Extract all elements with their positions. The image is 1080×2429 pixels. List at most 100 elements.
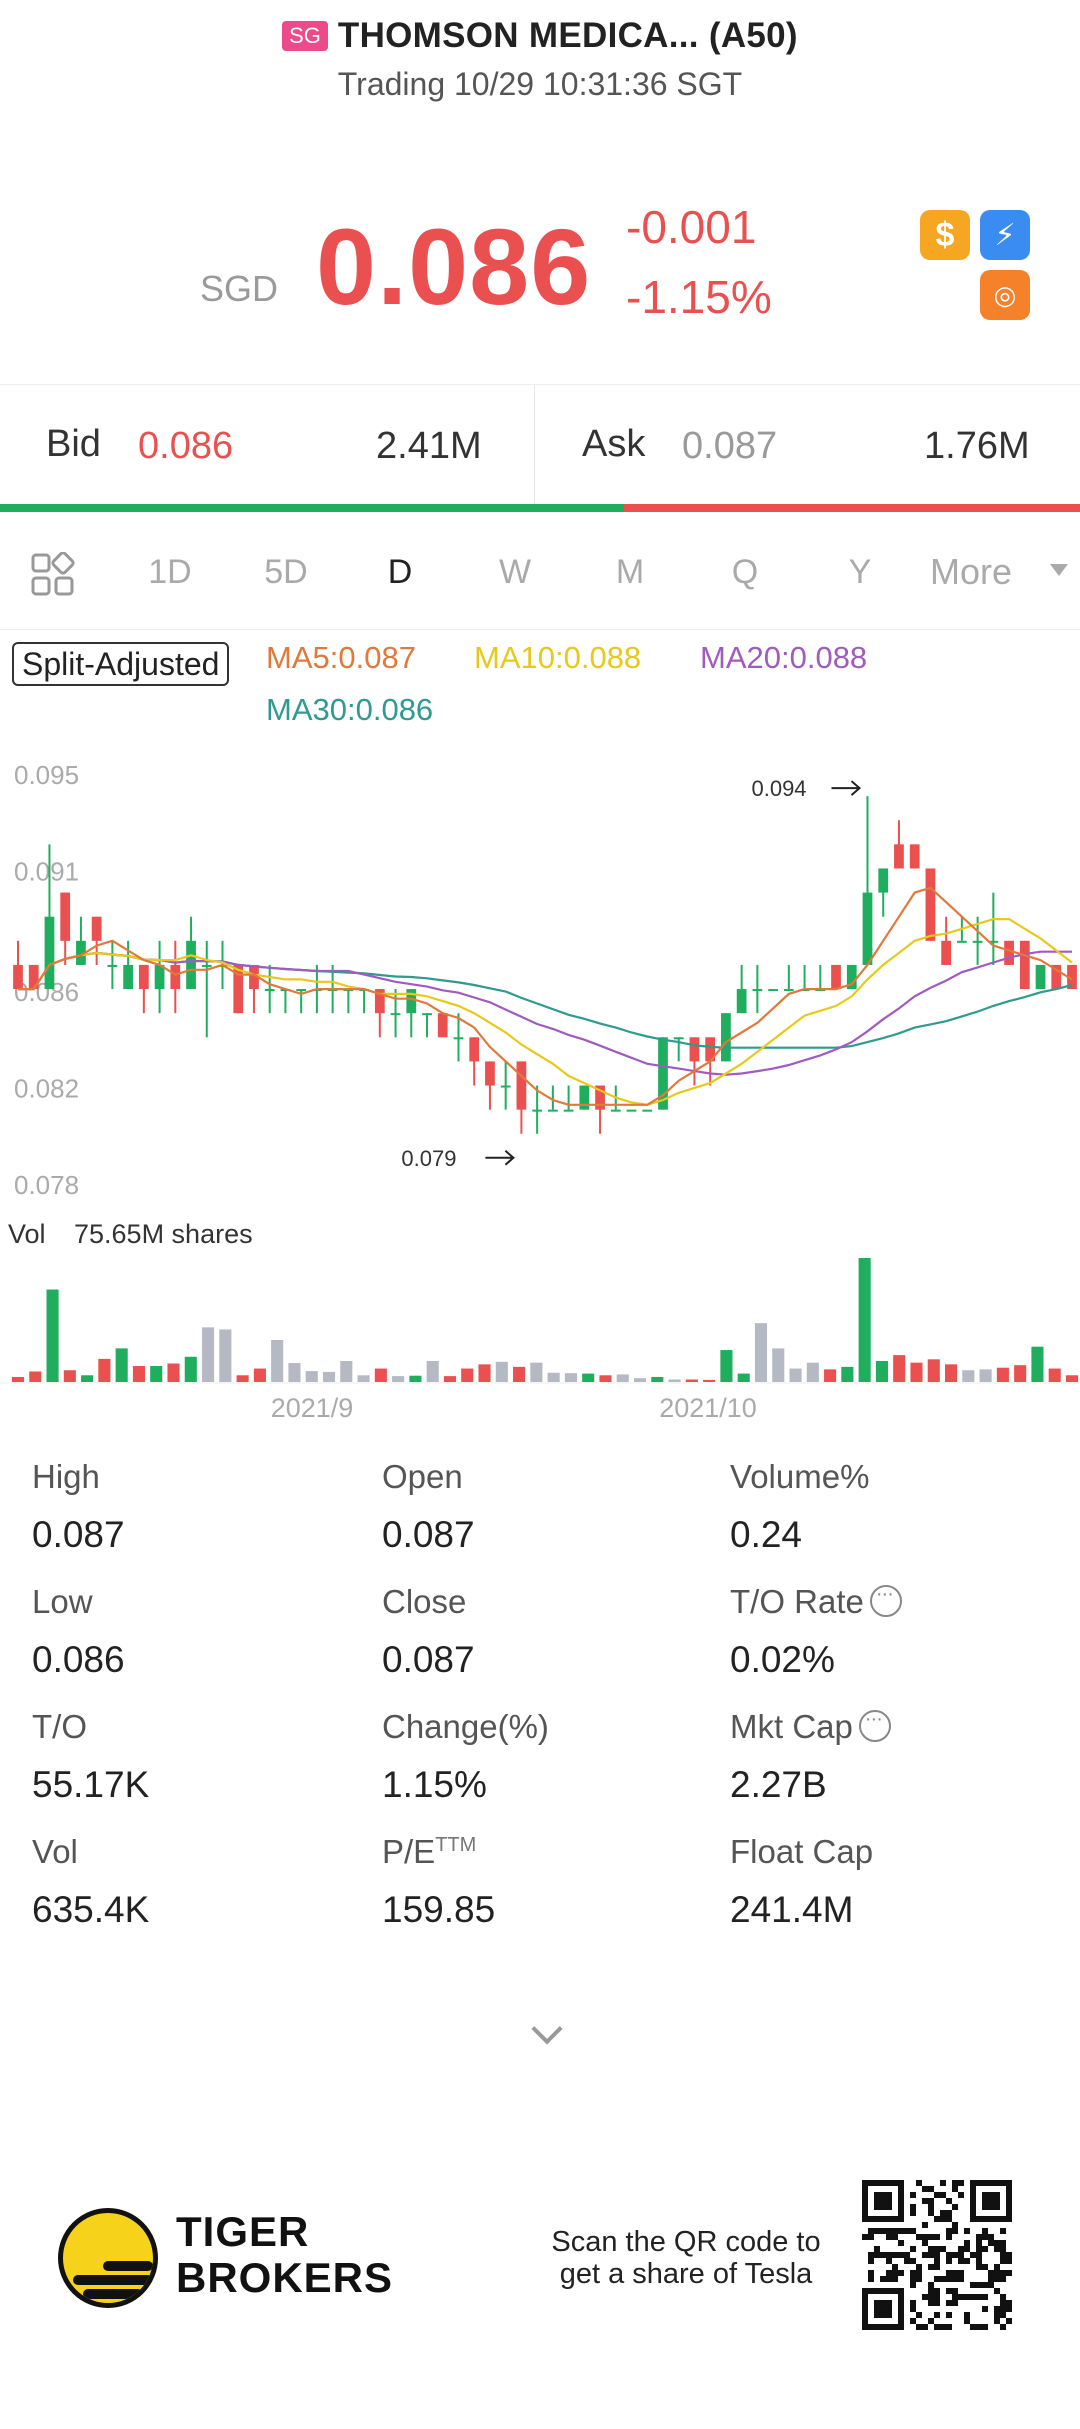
- candle-body: [107, 964, 118, 967]
- y-axis-tick-label: 0.091: [14, 856, 79, 886]
- y-axis-tick-label: 0.095: [14, 760, 79, 790]
- candle-body: [170, 964, 181, 990]
- stat-to-rate-text: T/O Rate: [730, 1583, 864, 1620]
- candle-body: [736, 989, 747, 1014]
- candle-body: [186, 940, 196, 990]
- tab-m[interactable]: M: [615, 553, 645, 591]
- flash-icon[interactable]: ⚡: [980, 210, 1030, 260]
- volume-bar: [530, 1362, 543, 1382]
- candle-body: [673, 1037, 684, 1040]
- stat-pe-text: P/E: [382, 1833, 436, 1870]
- stat-to-rate-value: 0.02%: [730, 1639, 835, 1680]
- volume-bar: [81, 1375, 94, 1382]
- price-change-pct: -1.15%: [626, 271, 772, 323]
- candle-body: [1067, 964, 1077, 990]
- volume-bar: [703, 1379, 716, 1382]
- stat-change-value: 1.15%: [382, 1764, 487, 1805]
- layout-grid-icon[interactable]: [30, 552, 76, 598]
- tab-w[interactable]: W: [498, 553, 532, 591]
- volume-bar: [374, 1368, 387, 1382]
- candle-body: [705, 1037, 716, 1062]
- volume-bar: [392, 1376, 405, 1382]
- stat-pe-value: 159.85: [382, 1889, 496, 1930]
- ask-label: Ask: [582, 423, 646, 465]
- stat-float-cap-label: Float Cap: [730, 1833, 874, 1870]
- volume-bar: [11, 1376, 25, 1382]
- volume-bar: [858, 1258, 871, 1382]
- currency-label: SGD: [200, 268, 279, 309]
- candle-body: [1019, 940, 1030, 990]
- candle-body: [610, 1109, 621, 1112]
- candle-body: [642, 1109, 653, 1112]
- volume-bar: [1065, 1375, 1079, 1382]
- volume-bar: [962, 1370, 975, 1382]
- stock-title[interactable]: THOMSON MEDICA... (A50): [337, 16, 798, 55]
- candle-body: [1035, 964, 1046, 990]
- tab-1d[interactable]: 1D: [148, 553, 192, 591]
- brand-name-line2: BROKERS: [176, 2254, 394, 2301]
- tiger-logo-icon: [58, 2208, 158, 2308]
- volume-bar: [824, 1369, 837, 1382]
- candle-body: [626, 1109, 637, 1112]
- volume-bar: [340, 1360, 353, 1382]
- tab-q[interactable]: Q: [731, 553, 759, 591]
- stat-turnover-value: 55.17K: [32, 1764, 150, 1805]
- candle-body: [547, 1109, 558, 1112]
- volume-bar: [996, 1367, 1009, 1382]
- stock-header: SG THOMSON MEDICA... (A50) Trading 10/29…: [0, 0, 1080, 120]
- ma5-line: [18, 886, 1073, 1106]
- candle-body: [579, 1085, 590, 1110]
- x-axis-tick-label: 2021/10: [659, 1393, 757, 1423]
- low-marker-arrow: [485, 1150, 515, 1166]
- volume-bar: [1031, 1346, 1044, 1382]
- ma30-label: MA30:0.086: [266, 692, 434, 727]
- candle-body: [846, 964, 857, 990]
- volume-bar: [184, 1356, 197, 1382]
- candle-body: [469, 1037, 480, 1062]
- candle-body: [485, 1061, 495, 1086]
- split-adjusted-toggle[interactable]: Split-Adjusted: [12, 642, 230, 686]
- candle-body: [390, 1013, 401, 1016]
- candle-body: [233, 964, 244, 1014]
- bid-ask-panel: Bid 0.086 2.41M Ask 0.087 1.76M: [0, 384, 1080, 510]
- tab-more[interactable]: More: [930, 551, 1013, 592]
- stat-to-rate-label: T/O Rate: [730, 1583, 902, 1621]
- ma5-label: MA5:0.087: [266, 640, 416, 675]
- volume-bar: [305, 1371, 318, 1382]
- candle-body: [768, 989, 778, 992]
- tab-y[interactable]: Y: [848, 553, 872, 591]
- volume-bar: [461, 1368, 474, 1382]
- candle-body: [1051, 964, 1062, 990]
- tab-5d[interactable]: 5D: [264, 553, 308, 591]
- margin-icon[interactable]: ◎: [980, 270, 1030, 320]
- dollar-icon[interactable]: $: [920, 210, 970, 260]
- expand-chevron-icon[interactable]: [531, 2013, 563, 2045]
- volume-bar: [495, 1361, 508, 1382]
- candle-body: [437, 1013, 448, 1038]
- volume-bar: [806, 1362, 819, 1382]
- volume-bar: [132, 1366, 145, 1382]
- candle-body: [13, 964, 23, 990]
- bid-ask-divider: [534, 385, 535, 505]
- volume-bar: [219, 1329, 232, 1382]
- candle-body: [406, 989, 417, 1014]
- volume-bar: [1048, 1368, 1061, 1382]
- candle-body: [595, 1085, 605, 1110]
- volume-bar: [633, 1378, 647, 1382]
- volume-bar: [789, 1368, 802, 1382]
- candle-body: [516, 1061, 527, 1110]
- y-axis-tick-label: 0.082: [14, 1074, 79, 1104]
- stat-pe-label: P/ETTM: [382, 1833, 476, 1871]
- stat-mkt-cap-label: Mkt Cap: [730, 1708, 891, 1746]
- tab-d[interactable]: D: [387, 553, 413, 591]
- volume-bar: [979, 1369, 992, 1382]
- chevron-down-icon[interactable]: [1050, 564, 1068, 576]
- candle-body: [422, 1013, 432, 1016]
- brand-name-line1: TIGER: [176, 2208, 310, 2255]
- candle-body: [894, 844, 904, 869]
- more-info-icon[interactable]: [869, 1583, 902, 1618]
- more-info-icon[interactable]: [858, 1708, 891, 1743]
- volume-bar: [288, 1363, 301, 1382]
- volume-bar: [927, 1359, 940, 1382]
